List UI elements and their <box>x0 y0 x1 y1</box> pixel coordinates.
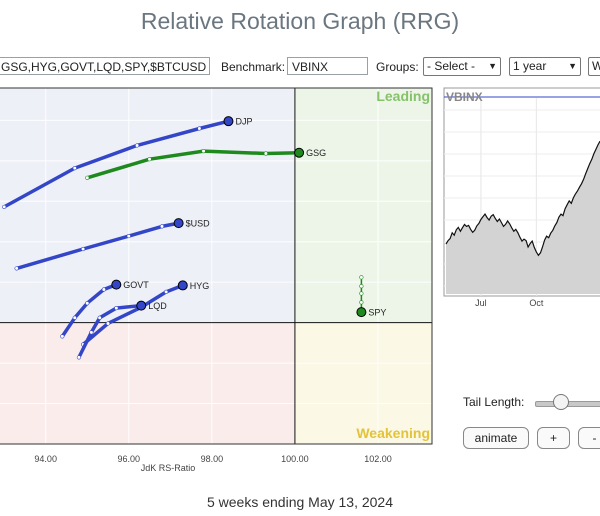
benchmark-area <box>446 141 600 294</box>
rrg-quadrants <box>0 88 432 444</box>
tail-point-lqd <box>76 355 82 360</box>
benchmark-chart-panel: VBINX Jul Oct <box>440 84 600 316</box>
series-label-hyg: HYG <box>190 281 210 291</box>
tail-point-hyg <box>164 289 169 294</box>
tail-point-spy <box>359 275 364 280</box>
tail-point-djp <box>72 165 77 171</box>
symbols-input[interactable]: GSG,HYG,GOVT,LQD,SPY,$BTCUSD <box>0 57 210 75</box>
tail-point-spy <box>359 284 364 289</box>
tail-point-gsg <box>85 175 90 180</box>
x-axis-label: JdK RS-Ratio <box>141 463 196 473</box>
x-tick-label: 100.00 <box>281 454 309 464</box>
minus-button[interactable]: - <box>578 427 600 449</box>
tail-point-gsg <box>147 157 152 162</box>
series-label-djp: DJP <box>235 117 252 127</box>
series-label-usd: $USD <box>186 219 211 229</box>
x-tick-label: 94.00 <box>34 454 57 464</box>
tail-point-djp <box>2 204 7 210</box>
benchmark-chart-title: VBINX <box>446 90 483 104</box>
rrg-series: DJP GSG $USD GOVT HYG LQD SPY <box>2 116 386 360</box>
series-label-spy: SPY <box>368 308 386 318</box>
head-lqd[interactable] <box>136 300 147 311</box>
period-select[interactable]: 1 year ▼ <box>509 57 581 76</box>
interval-select-value: W <box>592 59 600 73</box>
tail-point-govt <box>72 315 77 320</box>
quadrant-weakening <box>294 322 432 444</box>
benchmark-x-tick-label: Oct <box>529 298 544 308</box>
benchmark-x-tick-label: Jul <box>475 298 487 308</box>
chevron-down-icon: ▼ <box>568 61 577 71</box>
series-label-govt: GOVT <box>123 280 149 290</box>
tail-point-djp <box>197 126 202 131</box>
tail-point-usd <box>80 246 86 252</box>
tail-point-lqd <box>114 305 119 311</box>
rrg-grid <box>0 87 433 445</box>
benchmark-line <box>445 140 600 257</box>
plot-frame <box>0 87 433 445</box>
groups-label: Groups: <box>376 60 419 74</box>
tail-point-spy <box>359 291 364 296</box>
tail-length-label: Tail Length: <box>463 395 525 409</box>
tail-point-lqd <box>89 330 94 335</box>
tail-point-djp <box>134 143 140 148</box>
tail-point-govt <box>60 334 65 339</box>
tail-point-gsg <box>201 149 206 154</box>
page-title: Relative Rotation Graph (RRG) <box>140 8 460 34</box>
tail-point-hyg <box>105 321 111 326</box>
series-label-gsg: GSG <box>306 148 326 158</box>
animation-controls: Tail Length: animate + - <box>455 390 600 460</box>
tail-point-usd <box>14 266 19 271</box>
animate-button[interactable]: animate <box>463 427 529 449</box>
tail-length-slider-handle[interactable] <box>552 394 569 410</box>
head-usd[interactable] <box>173 218 184 229</box>
chevron-down-icon: ▼ <box>488 61 497 71</box>
quadrant-label-leading: Leading <box>376 88 430 104</box>
benchmark-input[interactable]: VBINX <box>287 57 368 75</box>
head-djp[interactable] <box>223 116 234 127</box>
head-hyg[interactable] <box>177 280 188 291</box>
head-spy[interactable] <box>356 307 367 318</box>
benchmark-label: Benchmark: <box>221 60 286 74</box>
x-tick-label: 98.00 <box>201 454 224 464</box>
rrg-chart: Leading Weakening DJP GSG $USD GOVT HYG LQD SP… <box>0 87 433 473</box>
quadrant-label-weakening: Weakening <box>356 425 430 441</box>
tail-point-govt <box>85 301 90 306</box>
plus-button[interactable]: + <box>537 427 570 449</box>
quadrant-improving <box>0 88 295 323</box>
head-gsg[interactable] <box>294 147 305 158</box>
interval-select[interactable]: W <box>588 57 600 76</box>
benchmark-chart: VBINX Jul Oct <box>443 87 600 308</box>
head-govt[interactable] <box>111 279 122 290</box>
quadrant-lagging <box>0 322 295 444</box>
x-tick-label: 96.00 <box>118 454 141 464</box>
tail-point-govt <box>101 287 106 292</box>
tail-point-lqd <box>97 315 102 320</box>
quadrant-leading <box>294 88 432 323</box>
benchmark-x-ticks: Jul Oct <box>475 298 544 308</box>
tail-point-gsg <box>263 151 268 156</box>
series-label-lqd: LQD <box>148 301 167 311</box>
toolbar: GSG,HYG,GOVT,LQD,SPY,$BTCUSD Benchmark: … <box>0 55 600 81</box>
groups-select[interactable]: - Select - ▼ <box>423 57 501 76</box>
tail-point-usd <box>159 224 165 229</box>
rrg-x-ticks: 94.00 96.00 98.00 100.00 102.00 <box>34 454 391 464</box>
tail-point-spy <box>359 300 364 305</box>
period-select-value: 1 year <box>513 59 547 73</box>
x-tick-label: 102.00 <box>364 454 392 464</box>
footer-date-range: 5 weeks ending May 13, 2024 <box>206 494 393 510</box>
groups-select-value: - Select - <box>427 59 476 73</box>
tail-point-usd <box>126 233 131 239</box>
